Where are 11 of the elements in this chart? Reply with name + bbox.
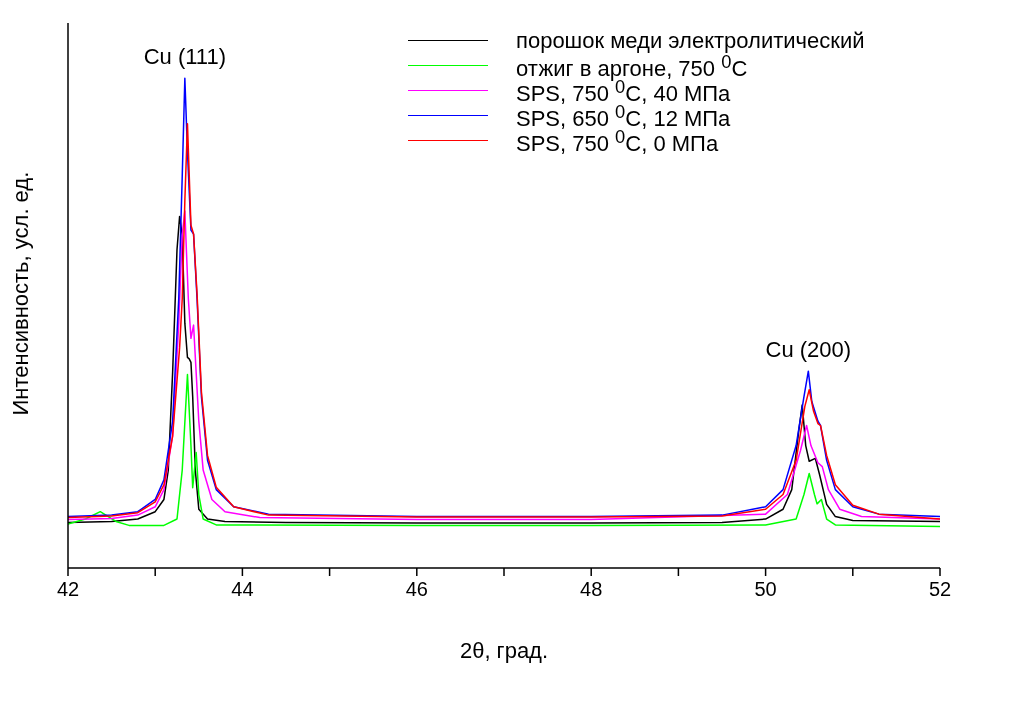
x-tick-label: 44 [231, 578, 254, 601]
x-tick-label: 46 [405, 578, 428, 601]
x-tick-label: 48 [580, 578, 603, 601]
x-tick-label: 42 [56, 578, 80, 601]
legend-label: порошок меди электролитический [516, 28, 865, 53]
annotation: Cu (200) [765, 337, 852, 363]
annotation: Cu (111) [143, 44, 227, 70]
x-axis-title: 2θ, град. [459, 638, 549, 663]
y-axis-title: Интенсивность, усл. ед. [7, 171, 33, 416]
x-tick-label: 52 [928, 578, 952, 601]
x-tick-label: 50 [754, 578, 777, 601]
